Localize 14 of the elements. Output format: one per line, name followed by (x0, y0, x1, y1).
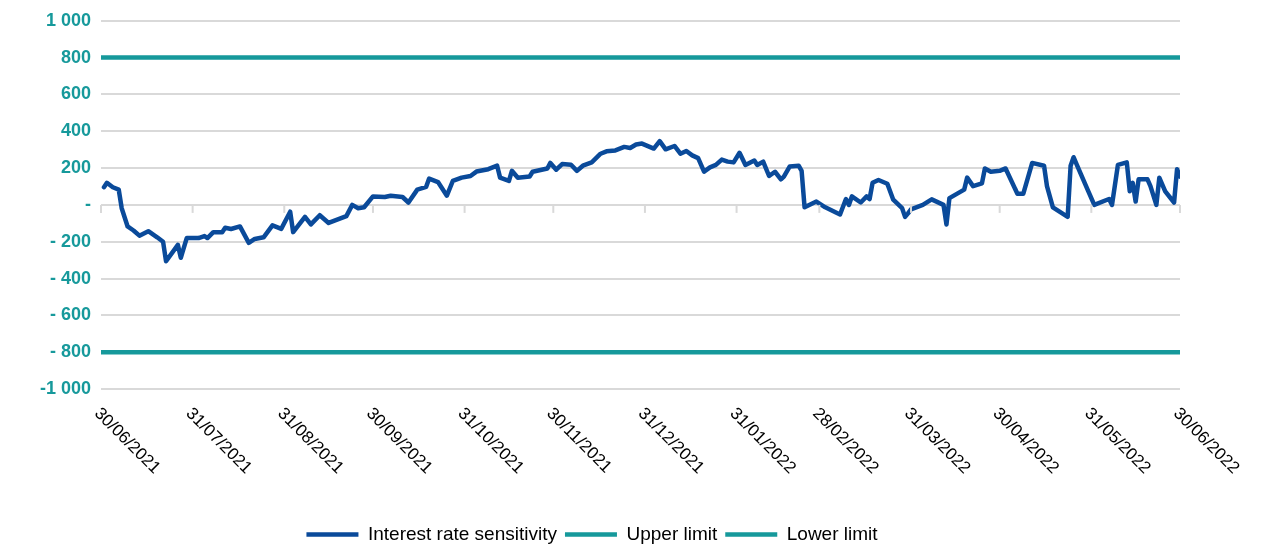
legend-label: Interest rate sensitivity (367, 522, 558, 544)
y-tick-label: - 400 (49, 267, 91, 288)
y-tick-label: 1 000 (45, 9, 91, 30)
y-tick-label: - 800 (49, 341, 91, 362)
y-tick-label: 400 (60, 120, 91, 141)
y-tick-label: 200 (60, 157, 91, 178)
y-tick-label: - (85, 193, 91, 214)
y-tick-label: - 200 (49, 230, 91, 251)
legend-label: Lower limit (786, 522, 879, 544)
y-tick-label: -1 000 (39, 377, 91, 398)
legend-label: Upper limit (626, 522, 718, 544)
y-tick-label: 800 (60, 46, 91, 67)
y-tick-label: - 600 (49, 304, 91, 325)
y-tick-label: 600 (60, 83, 91, 104)
